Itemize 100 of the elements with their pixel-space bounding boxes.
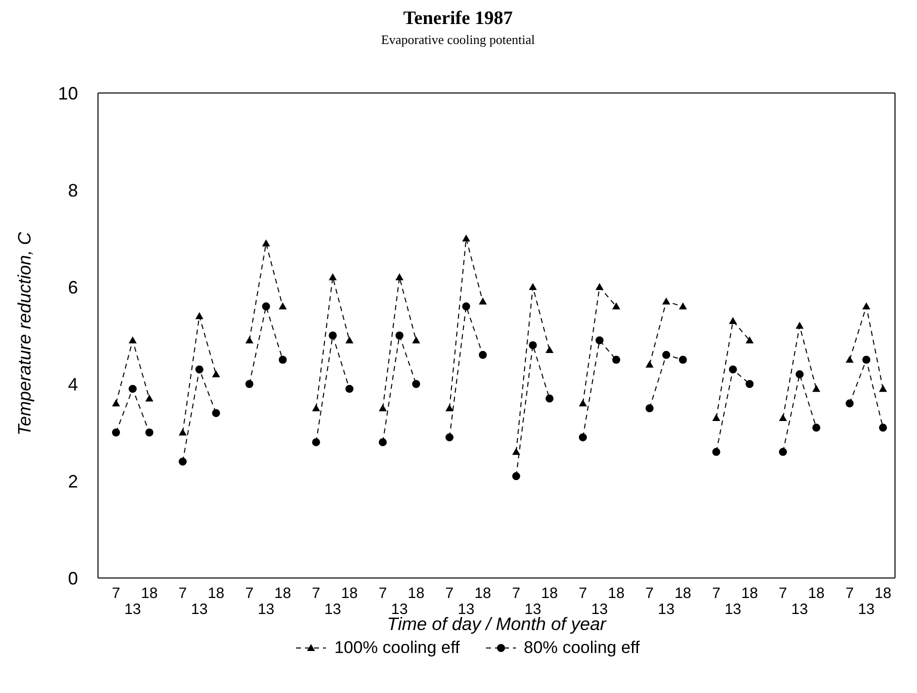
x-tick-label: 18 [674,585,692,602]
point [178,428,187,436]
point [395,273,404,280]
point [478,350,487,359]
point [312,438,320,446]
point [378,438,387,446]
point [746,336,754,344]
x-tick-label: 13 [858,601,875,618]
point [746,380,754,388]
x-tick-label: 18 [474,585,492,602]
x-tick-label: 13 [124,601,142,618]
point [345,336,354,344]
x-tick-label: 13 [658,601,675,618]
point [546,346,554,354]
point [546,394,554,403]
point [112,428,120,436]
x-tick-label: 18 [408,585,424,602]
point [512,448,520,455]
point [145,394,154,402]
chart-subtitle: Evaporative cooling potential [380,32,536,48]
point [662,298,670,305]
point [195,312,204,320]
x-tick-label: 7 [112,585,120,602]
point [378,404,387,412]
y-tick-label: 0 [68,568,78,588]
point [128,384,137,393]
point [712,448,720,456]
point [812,424,820,432]
y-tick-label: 8 [68,180,78,200]
y-tick-label: 2 [68,471,78,492]
x-tick-label: 7 [312,585,320,602]
point [128,336,137,344]
x-tick-label: 13 [724,601,742,618]
point [596,283,604,290]
x-tick-label: 7 [645,585,654,602]
x-tick-label: 18 [874,585,892,602]
point [662,350,670,359]
x-tick-label: 7 [578,585,588,602]
point [212,409,220,418]
x-tick-label: 18 [208,585,224,602]
legend-label: 100% cooling eff [334,638,460,658]
x-tick-label: 13 [324,601,342,618]
y-tick-label: 4 [68,374,78,394]
point [712,414,720,421]
point [578,433,587,442]
point [612,356,620,364]
point [195,365,204,374]
point [145,428,154,436]
point [646,404,654,412]
point [612,302,620,310]
x-tick-label: 18 [541,585,558,602]
point [278,356,287,364]
point [778,414,787,421]
x-tick-label: 18 [808,585,825,602]
point [528,341,537,350]
point [879,384,887,392]
x-tick-label: 18 [341,585,358,602]
point [862,356,870,364]
point [328,332,337,340]
point [678,356,687,364]
legend-label: 80% cooling eff [524,638,640,658]
point [678,302,687,310]
y-tick-label: 10 [58,83,78,104]
y-axis-title: Temperature reduction, C [14,231,34,436]
x-tick-label: 7 [245,585,254,602]
point [879,424,887,432]
point [245,380,254,388]
point [112,399,120,406]
x-tick-label: 13 [258,601,274,618]
point [345,384,354,393]
point [646,360,654,368]
point [462,302,470,310]
chart-title: Tenerife 1987 [402,8,514,30]
x-tick-label: 18 [274,585,292,602]
y-tick-label: 6 [68,277,78,298]
point [596,336,604,344]
x-tick-label: 7 [778,585,788,602]
point [846,356,854,363]
point [262,302,270,310]
point [312,404,320,412]
x-tick-label: 13 [791,601,808,618]
point [245,336,254,344]
point [812,384,820,392]
point [445,433,454,442]
x-tick-label: 13 [191,601,208,618]
x-tick-label: 7 [445,585,454,602]
point [512,472,520,480]
point [846,399,854,408]
point [328,273,337,280]
point [728,316,737,324]
point [862,302,870,310]
x-tick-label: 7 [378,585,387,602]
point [262,239,270,246]
point [478,298,487,305]
x-tick-label: 18 [141,585,158,602]
point [395,332,404,340]
point [778,448,787,456]
x-tick-label: 7 [178,585,187,602]
x-tick-label: 7 [512,585,520,602]
point [412,380,420,388]
